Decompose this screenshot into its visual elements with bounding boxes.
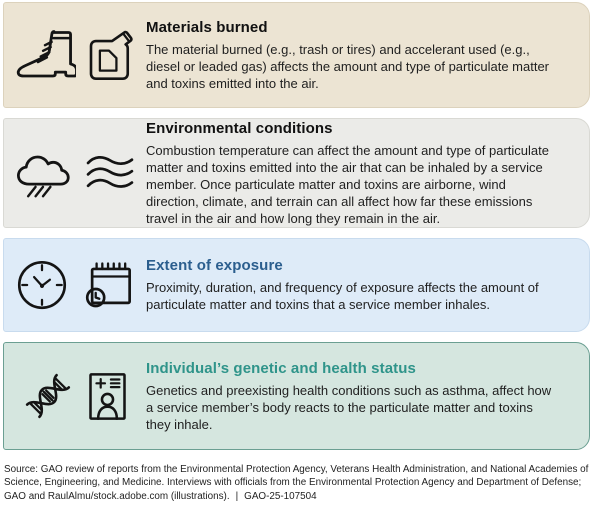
source-note: Source: GAO review of reports from the E… xyxy=(4,463,597,503)
icon-group-environment xyxy=(4,147,146,199)
section-title: Extent of exposure xyxy=(146,257,283,274)
section-text: Materials burned The material burned (e.… xyxy=(146,19,554,92)
icon-group-genetics xyxy=(4,370,146,422)
section-body: The material burned (e.g., trash or tire… xyxy=(146,41,549,91)
rain-cloud-icon xyxy=(15,147,71,199)
boot-icon xyxy=(14,28,76,83)
section-body: Combustion temperature can affect the am… xyxy=(146,142,549,226)
health-record-icon xyxy=(87,371,128,422)
icon-group-exposure xyxy=(4,257,146,313)
card-materials-burned: Materials burned The material burned (e.… xyxy=(3,2,590,108)
icon-group-materials xyxy=(4,28,146,83)
source-text: Source: GAO review of reports from the E… xyxy=(4,464,589,502)
separator: | xyxy=(235,490,239,502)
wind-icon xyxy=(84,152,136,194)
section-title: Individual’s genetic and health status xyxy=(146,359,416,377)
section-text: Extent of exposure Proximity, duration, … xyxy=(146,257,554,313)
section-text: Individual’s genetic and health status G… xyxy=(146,360,554,433)
section-body: Proximity, duration, and frequency of ex… xyxy=(146,280,539,312)
card-extent-of-exposure: Extent of exposure Proximity, duration, … xyxy=(3,238,590,332)
fuel-can-icon xyxy=(89,29,136,81)
card-environmental-conditions: Environmental conditions Combustion temp… xyxy=(3,118,590,228)
section-body: Genetics and preexisting health conditio… xyxy=(146,382,552,432)
card-genetic-health-status: Individual’s genetic and health status G… xyxy=(3,342,590,450)
section-title: Materials burned xyxy=(146,18,268,36)
calendar-clock-icon xyxy=(83,260,137,310)
clock-icon xyxy=(14,257,70,313)
report-number: GAO-25-107504 xyxy=(244,490,317,502)
section-title: Environmental conditions xyxy=(146,119,333,137)
dna-icon xyxy=(22,370,74,422)
section-text: Environmental conditions Combustion temp… xyxy=(146,120,554,227)
